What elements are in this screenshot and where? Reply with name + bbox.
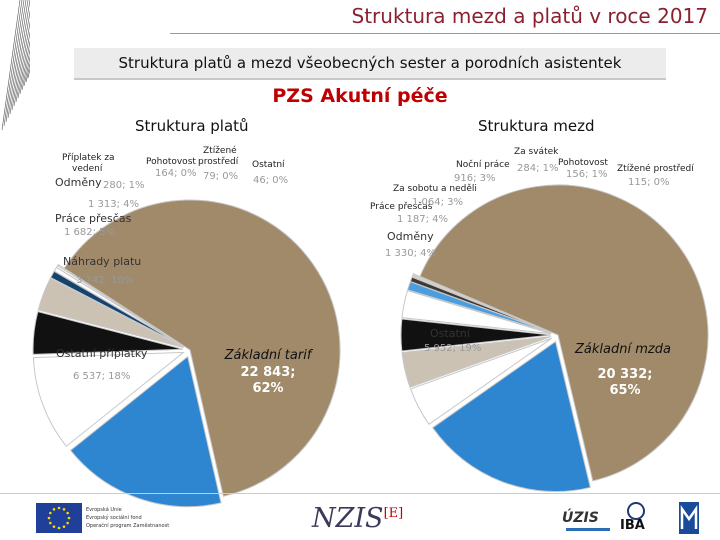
label-name-zakladni-mzda: Základní mzda: [574, 342, 671, 357]
label-value-za-svatek: 284; 1%: [517, 163, 559, 174]
pie-slice-1-5: [401, 290, 552, 335]
eu-line-1: Evropská Unie: [86, 507, 122, 513]
label-name-nocni-prace: Noční práce: [456, 159, 510, 170]
label-name-priplatek-vedeni-1: Příplatek za: [62, 153, 115, 163]
chart-title-mzdy: Struktura mezd: [478, 117, 595, 135]
pie-slice-0-0: [63, 199, 341, 497]
pie-slice-0-4: [37, 277, 184, 348]
label-name-prace-prescas-m: Práce přesčas: [370, 201, 433, 212]
label-value-ostatni-m: 5 952; 19%: [424, 343, 481, 354]
uzis-logo: ÚZIS: [562, 510, 599, 526]
label-value-priplatek-vedeni: 280; 1%: [103, 180, 145, 191]
label-name-odmeny-m: Odměny: [387, 230, 434, 243]
pie-slice-1-8: [411, 273, 552, 333]
label-name-ostatni-m: Ostatní: [430, 327, 471, 340]
label-percent-zakladni-mzda: 65%: [609, 383, 640, 398]
eu-line-3: Operační program Zaměstnanost: [86, 523, 170, 529]
label-value-ztizene: 79; 0%: [203, 171, 238, 182]
label-value-prace-prescas-m: 1 187; 4%: [397, 214, 448, 225]
label-name-pohotovost-m: Pohotovost: [558, 158, 608, 168]
eu-line-2: Evropský sociální fond: [86, 515, 142, 521]
pie-slice-1-4: [400, 318, 552, 352]
subtitle-banner: Struktura platů a mezd všeobecných seste…: [74, 48, 666, 80]
label-name-zakladni-tarif: Základní tarif: [224, 348, 314, 363]
label-value-ostatni-priplatky: 6 537; 18%: [73, 371, 130, 382]
label-value-odmeny: 1 313; 4%: [88, 199, 139, 210]
section-title: PZS Akutní péče: [272, 85, 448, 107]
pie-slice-1-1: [432, 340, 591, 492]
pie-slice-1-0: [419, 184, 709, 482]
pie-platy: [32, 199, 341, 508]
label-name-odmeny: Odměny: [55, 176, 102, 189]
label-value-prace-prescas: 1 682; 5%: [64, 227, 115, 238]
pie-slice-0-2: [33, 351, 185, 447]
label-name-za-sobotu: Za sobotu a neděli: [393, 184, 477, 194]
label-value-ztizene-m: 115; 0%: [628, 177, 670, 188]
eu-flag-icon: [36, 503, 82, 533]
pie-mzdy: [400, 184, 709, 492]
nzis-logo: NZIS[E]: [312, 503, 403, 534]
label-name-za-svatek: Za svátek: [514, 147, 559, 157]
label-value-nocni-prace: 916; 3%: [454, 173, 496, 184]
pie-slice-0-8: [56, 263, 185, 347]
label-name-ostatni-priplatky: Ostatní příplatky: [56, 347, 148, 360]
label-value-za-sobotu: 1 064; 3%: [412, 197, 463, 208]
eu-caption: Evropská Unie Evropský sociální fond Ope…: [86, 506, 169, 530]
nzis-logo-text: NZIS: [312, 503, 384, 534]
pie-slice-1-3: [401, 336, 552, 388]
title-underline: [170, 33, 720, 34]
label-value-ostatni: 46; 0%: [253, 175, 288, 186]
label-name-priplatek-vedeni-2: vedení: [72, 164, 103, 174]
iba-logo: IBA: [620, 518, 645, 533]
label-name-ztizene-m: Ztížené prostředí: [617, 163, 694, 174]
pie-slice-1-2: [409, 337, 553, 426]
label-percent-zakladni-tarif: 62%: [252, 381, 283, 396]
label-name-prace-prescas: Práce přesčas: [55, 212, 132, 225]
label-name-ztizene-1: Ztížené: [203, 145, 237, 156]
pie-slice-0-1: [69, 355, 222, 508]
label-value-zakladni-mzda: 20 332;: [598, 367, 653, 382]
label-value-odmeny-m: 1 330; 4%: [385, 248, 436, 259]
footer-divider: [0, 493, 720, 494]
label-value-zakladni-tarif: 22 843;: [241, 365, 296, 380]
uzis-logo-bar: [566, 528, 610, 531]
mu-logo-icon: [679, 502, 699, 534]
iba-logo-icon: [627, 502, 645, 520]
label-value-nahrady: 3 742; 10%: [76, 275, 133, 286]
label-value-pohotovost: 164; 0%: [155, 168, 197, 179]
chart-title-platy: Struktura platů: [135, 117, 249, 135]
label-name-ztizene-2: prostředí: [198, 157, 239, 167]
label-name-ostatni: Ostatní: [252, 160, 285, 170]
pie-slice-0-3: [32, 310, 184, 355]
nzis-logo-mark: [E]: [383, 506, 404, 521]
label-name-nahrady: Náhrady platu: [63, 255, 141, 268]
page-title: Struktura mezd a platů v roce 2017: [351, 4, 708, 28]
label-value-pohotovost-m: 156; 1%: [566, 169, 608, 180]
decorative-hatch: [1, 0, 30, 130]
label-name-pohotovost: Pohotovost: [146, 157, 196, 167]
